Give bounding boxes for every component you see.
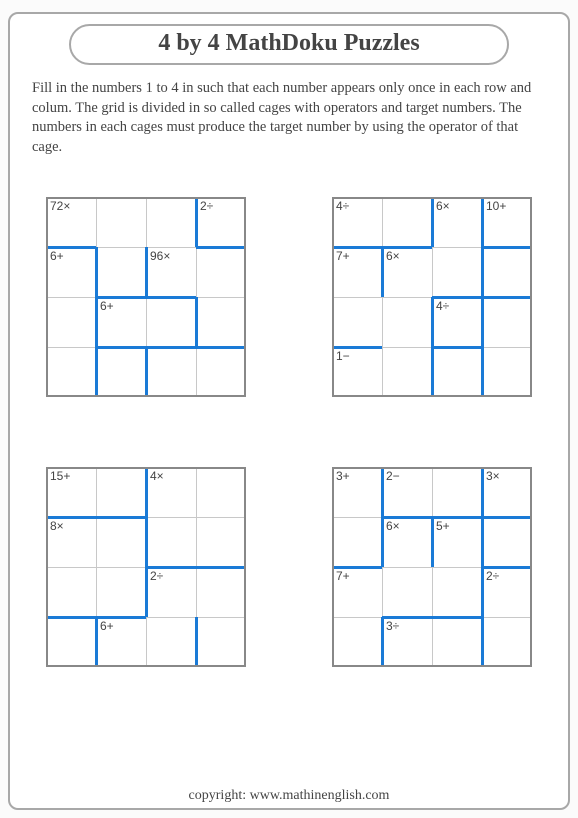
title-pill: 4 by 4 MathDoku Puzzles <box>69 24 509 65</box>
puzzle-row-1: 72×2÷6+96×6+ 4÷6×10+7+6×4÷1− <box>46 197 532 397</box>
page-title: 4 by 4 MathDoku Puzzles <box>71 30 507 57</box>
puzzle-row-2: 15+4×8×2÷6+ 3+2−3×6×5+7+2÷3÷ <box>46 467 532 667</box>
worksheet-frame: 4 by 4 MathDoku Puzzles Fill in the numb… <box>8 12 570 810</box>
footer-copyright: copyright: www.mathinenglish.com <box>0 788 578 804</box>
puzzle-grid-3: 15+4×8×2÷6+ <box>46 467 246 667</box>
puzzle-area: 72×2÷6+96×6+ 4÷6×10+7+6×4÷1− 15+4×8×2÷6+… <box>28 197 550 667</box>
puzzle-grid-1: 72×2÷6+96×6+ <box>46 197 246 397</box>
puzzle-grid-4: 3+2−3×6×5+7+2÷3÷ <box>332 467 532 667</box>
instructions-text: Fill in the numbers 1 to 4 in such that … <box>32 79 546 157</box>
puzzle-grid-2: 4÷6×10+7+6×4÷1− <box>332 197 532 397</box>
